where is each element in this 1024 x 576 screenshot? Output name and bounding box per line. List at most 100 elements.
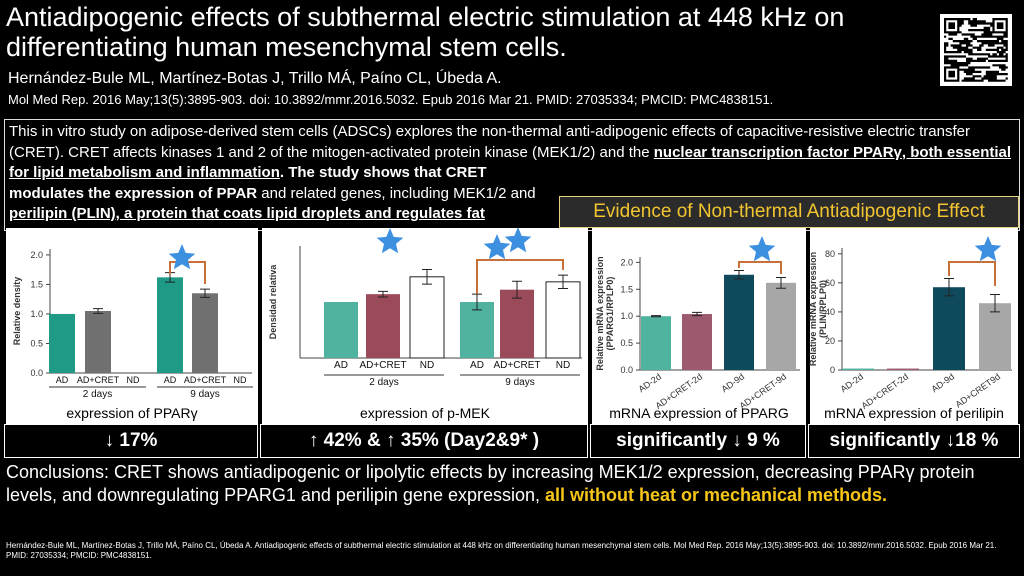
significance-star (168, 244, 196, 270)
x-tick-label: AD+CRET (184, 375, 227, 385)
bar (724, 274, 754, 370)
bar (979, 303, 1011, 370)
error-bar (378, 290, 388, 298)
result: significantly ↓ 9 % (590, 424, 806, 458)
x-tick-label: ND (127, 375, 140, 385)
bar (157, 277, 183, 373)
footer: Hernández-Bule ML, Martínez-Botas J, Tri… (6, 541, 997, 560)
y-tick-label: 1.0 (30, 309, 43, 319)
summary-bold: . The study shows that CRET modulates th… (9, 164, 487, 202)
group-label: 2 days (83, 389, 112, 400)
significance-star (376, 228, 404, 254)
error-bar (990, 293, 1000, 313)
y-tick-label: 0.0 (620, 365, 633, 375)
bar (641, 316, 671, 370)
bar (85, 311, 111, 373)
error-bar (944, 278, 954, 297)
x-tick-label: AD (164, 375, 177, 385)
bar (409, 276, 445, 359)
title: Antiadipogenic effects of subthermal ele… (6, 2, 845, 62)
bar (49, 313, 75, 373)
evidence-heading: Evidence of Non-thermal Antiadipogenic E… (559, 196, 1019, 228)
y-tick-label: 0.5 (620, 338, 633, 348)
y-tick-label: 20 (825, 336, 835, 346)
qr-pattern (944, 18, 1008, 82)
error-bar (422, 269, 432, 285)
bar (366, 294, 400, 358)
summary-box: Evidence of Non-thermal Antiadipogenic E… (4, 119, 1020, 243)
significance-star (974, 236, 1002, 262)
y-tick-label: 0.5 (30, 338, 43, 348)
x-tick-label: AD+CRET (494, 360, 541, 371)
charts: 0.0 0.5 1.0 1.5 2.0 Relative density AD AD+CRET… (6, 228, 1018, 424)
caption: mRNA expression of PPARG (609, 405, 788, 421)
x-tick-label: ND (420, 360, 434, 371)
result: ↑ 42% & ↑ 35% (Day2&9* ) (260, 424, 588, 458)
error-bar (776, 276, 786, 289)
results-row: ↓ 17% ↑ 42% & ↑ 35% (Day2&9* ) significa… (0, 424, 1024, 458)
y-tick-label: 2.0 (620, 257, 633, 267)
bar (460, 302, 494, 358)
y-tick-label: 40 (825, 307, 835, 317)
error-bar (93, 308, 103, 314)
bar (545, 281, 581, 359)
caption: expression of p-MEK (360, 405, 491, 421)
y-tick-label: 1.5 (30, 279, 43, 289)
caption: expression of PPARγ (66, 405, 197, 421)
panel (6, 228, 258, 424)
error-bar (472, 293, 482, 311)
group-label: 2 days (369, 377, 398, 388)
bar (500, 289, 534, 358)
group-label: 9 days (505, 377, 534, 388)
y-axis-label: (PLIN/RPLP0) (818, 280, 828, 338)
conclusions: Conclusions: CRET shows antiadipogenic o… (6, 461, 1016, 507)
y-tick-label: 0.0 (30, 368, 43, 378)
qr-code (940, 14, 1012, 86)
y-axis-label: Densidad relativa (268, 264, 278, 340)
y-axis-label: Relative mRNA expression (595, 256, 605, 370)
y-tick-label: 60 (825, 278, 835, 288)
error-bar (200, 288, 210, 298)
x-tick-label: AD (56, 375, 69, 385)
summary-text: This in vitro study on adipose-derived s… (9, 123, 970, 161)
summary-text: and related genes, including MEK1/2 and (257, 184, 536, 202)
bar (192, 293, 218, 373)
summary-highlight: nuclear transcription factor PPARγ, both… (9, 143, 1012, 182)
significance-bracket (738, 261, 782, 274)
y-tick-label: 1.5 (620, 284, 633, 294)
result: significantly ↓18 % (808, 424, 1020, 458)
x-tick-label: ND (556, 360, 570, 371)
bar (887, 368, 919, 370)
significance-star (748, 236, 776, 262)
error-bar (558, 274, 568, 290)
error-bar (651, 315, 661, 318)
bar (933, 287, 965, 370)
y-axis-label: (PPARG1/RPLP0) (605, 277, 615, 351)
citation: Mol Med Rep. 2016 May;13(5):3895-903. do… (8, 92, 774, 107)
y-axis-label: Relative density (12, 277, 22, 346)
group-label: 9 days (190, 389, 219, 400)
bar (766, 282, 796, 370)
bar (682, 314, 712, 370)
x-tick-label: AD (334, 360, 348, 371)
caption: mRNA expression of perilipin (824, 405, 1004, 421)
significance-star (483, 234, 511, 260)
significance-star (504, 228, 532, 253)
error-bar (512, 280, 522, 299)
conclusions-text: Conclusions: CRET shows antiadipogenic o… (6, 462, 975, 505)
y-axis-label: Relative mRNA expression (808, 252, 818, 366)
x-tick-label: ND (234, 375, 247, 385)
authors: Hernández-Bule ML, Martínez-Botas J, Tri… (8, 70, 502, 87)
result: ↓ 17% (4, 424, 258, 458)
conclusions-highlight: all without heat or mechanical methods. (545, 485, 888, 505)
y-tick-label: 0 (830, 365, 835, 375)
error-bar (734, 269, 744, 280)
y-tick-label: 1.0 (620, 311, 633, 321)
x-tick-label: AD+CRET (77, 375, 120, 385)
x-tick-label: AD (470, 360, 484, 371)
error-bar (692, 311, 702, 317)
significance-bracket (948, 261, 996, 286)
bar (324, 302, 358, 358)
y-tick-label: 80 (825, 249, 835, 259)
